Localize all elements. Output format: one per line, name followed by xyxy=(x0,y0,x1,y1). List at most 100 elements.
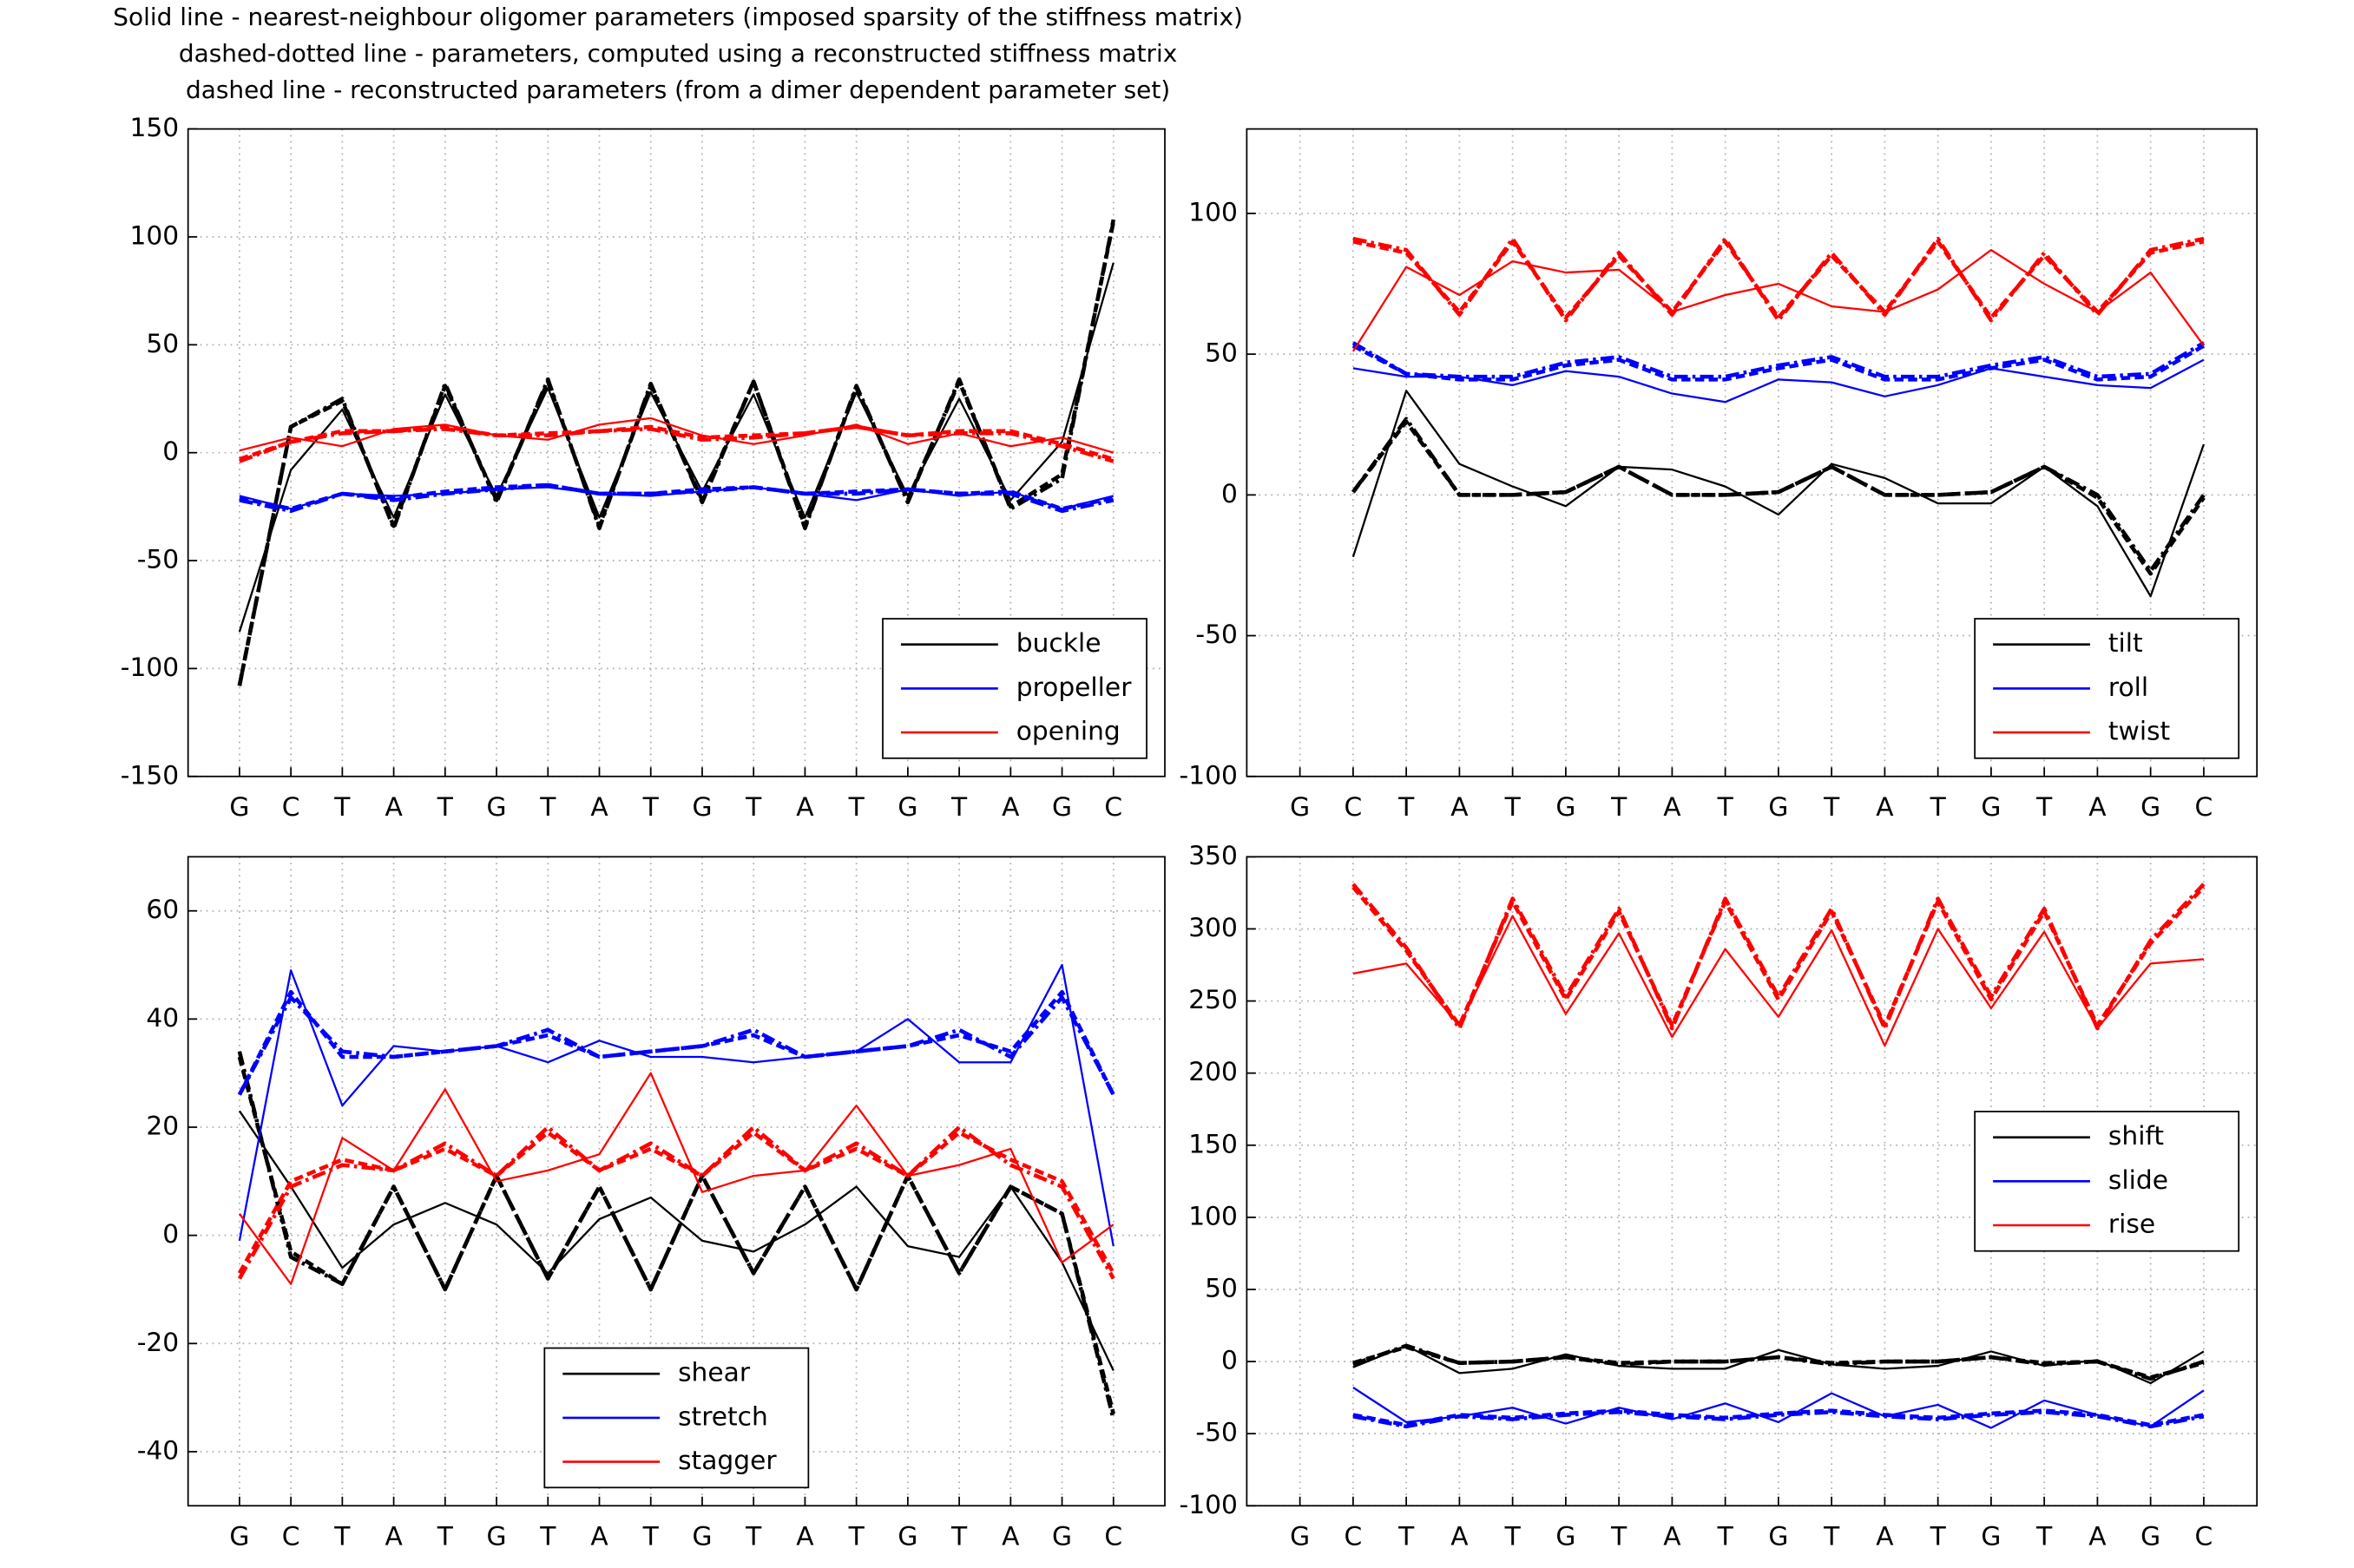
x-tick-label: T xyxy=(333,1521,351,1552)
data-line xyxy=(1351,417,2206,574)
x-tick-label: G xyxy=(898,1521,917,1552)
x-tick-label: T xyxy=(1717,792,1734,823)
axes-frame xyxy=(187,128,1166,777)
x-tick-label: T xyxy=(745,1521,762,1552)
y-tick-label: 50 xyxy=(1205,338,1238,369)
y-tick-label: 0 xyxy=(1221,1346,1238,1376)
x-tick-label: T xyxy=(642,1521,660,1552)
x-tick-label: T xyxy=(1930,792,1947,823)
legend-label: shift xyxy=(2108,1121,2164,1151)
data-line xyxy=(1351,390,2205,598)
data-line xyxy=(237,221,1116,686)
x-tick-label: G xyxy=(1290,1521,1310,1552)
x-tick-label: G xyxy=(229,1521,249,1552)
legend-label: propeller xyxy=(1016,672,1132,703)
legend: shift slide rise xyxy=(1974,1111,2240,1252)
x-tick-label: G xyxy=(692,792,712,823)
x-tick-label: T xyxy=(539,792,556,823)
y-tick-label: 0 xyxy=(1221,479,1238,509)
x-tick-label: T xyxy=(642,792,660,823)
panel: G C T A T G T A T G T A T G T A G C -150 -100 -50 0 50 100 150 bu… xyxy=(121,113,1166,823)
legend: tilt roll twist xyxy=(1974,618,2240,759)
y-tick-label: 100 xyxy=(130,220,180,251)
legend: shear stretch stagger xyxy=(543,1347,810,1489)
x-tick-label: A xyxy=(796,792,814,823)
legend-label: shear xyxy=(678,1358,751,1388)
x-tick-label: G xyxy=(1290,792,1310,823)
x-tick-label: T xyxy=(1610,1521,1627,1552)
y-tick-label: 50 xyxy=(1205,1273,1238,1303)
x-tick-label: A xyxy=(2088,792,2107,823)
x-tick-label: T xyxy=(333,792,351,823)
x-tick-label: G xyxy=(1052,1521,1072,1552)
data-line xyxy=(1352,1408,2205,1427)
x-tick-label: T xyxy=(1504,1521,1522,1552)
x-tick-label: C xyxy=(1104,792,1122,823)
x-tick-label: T xyxy=(950,792,968,823)
x-tick-label: T xyxy=(1717,1521,1734,1552)
axes-frame xyxy=(1246,128,2259,777)
y-tick-label: 50 xyxy=(146,329,179,359)
y-tick-label: -40 xyxy=(137,1435,180,1466)
x-tick-label: G xyxy=(487,1521,507,1552)
x-tick-label: T xyxy=(2035,1521,2053,1552)
x-tick-label: G xyxy=(1981,1521,2001,1552)
legend: buckle propeller opening xyxy=(882,618,1147,759)
y-tick-label: 100 xyxy=(1188,197,1238,227)
x-tick-label: G xyxy=(2140,1521,2160,1552)
data-line xyxy=(237,989,1115,1096)
legend-label: twist xyxy=(2108,717,2170,747)
data-line xyxy=(1352,239,2205,320)
x-tick-label: A xyxy=(1450,792,1469,823)
data-line xyxy=(237,995,1115,1096)
x-tick-label: T xyxy=(437,792,454,823)
y-tick-label: 40 xyxy=(146,1003,179,1033)
x-tick-label: T xyxy=(539,1521,556,1552)
data-line xyxy=(1352,1387,2205,1429)
x-tick-label: A xyxy=(1876,792,1894,823)
x-tick-label: T xyxy=(1504,792,1522,823)
x-tick-label: G xyxy=(487,792,507,823)
x-tick-label: C xyxy=(2195,792,2213,823)
y-tick-label: -100 xyxy=(1180,1490,1238,1520)
y-tick-label: 0 xyxy=(162,436,179,467)
x-tick-label: T xyxy=(745,792,762,823)
x-tick-label: G xyxy=(2140,792,2160,823)
x-tick-label: T xyxy=(848,792,865,823)
x-tick-label: T xyxy=(437,1521,454,1552)
legend-label: stretch xyxy=(678,1401,768,1432)
y-tick-label: 20 xyxy=(146,1112,179,1142)
legend-label: rise xyxy=(2108,1210,2155,1240)
x-tick-label: G xyxy=(1555,792,1575,823)
x-tick-label: C xyxy=(2195,1521,2213,1552)
data-line xyxy=(237,1130,1115,1275)
title-line: Solid line - nearest-neighbour oligomer … xyxy=(113,3,1243,31)
x-tick-label: T xyxy=(1397,1521,1415,1552)
axes-frame xyxy=(1246,856,2259,1507)
x-tick-label: C xyxy=(1104,1521,1122,1552)
x-tick-label: G xyxy=(1768,792,1788,823)
data-line xyxy=(1352,358,2205,403)
x-tick-label: A xyxy=(1450,1521,1469,1552)
y-tick-label: 150 xyxy=(1188,1129,1238,1159)
legend-label: stagger xyxy=(678,1446,777,1476)
data-line xyxy=(1351,248,2205,352)
x-tick-label: T xyxy=(2035,792,2053,823)
x-tick-label: T xyxy=(1930,1521,1947,1552)
y-tick-label: 350 xyxy=(1188,841,1238,871)
x-tick-label: C xyxy=(282,1521,300,1552)
data-line xyxy=(239,482,1115,511)
x-tick-label: G xyxy=(898,792,917,823)
data-line xyxy=(1351,419,2206,576)
y-tick-label: -20 xyxy=(137,1328,180,1358)
data-line xyxy=(238,1110,1115,1371)
axes-frame xyxy=(187,856,1166,1507)
y-tick-label: -100 xyxy=(1180,760,1238,791)
x-tick-label: A xyxy=(590,792,608,823)
y-tick-label: -50 xyxy=(1195,1418,1238,1448)
y-tick-label: 150 xyxy=(130,113,180,143)
x-tick-label: A xyxy=(1002,1521,1020,1552)
panel: G C T A T G T A T G T A T G T A G C-100-50050100tiltrollt… xyxy=(1180,128,2259,823)
y-tick-label: 200 xyxy=(1188,1057,1238,1087)
